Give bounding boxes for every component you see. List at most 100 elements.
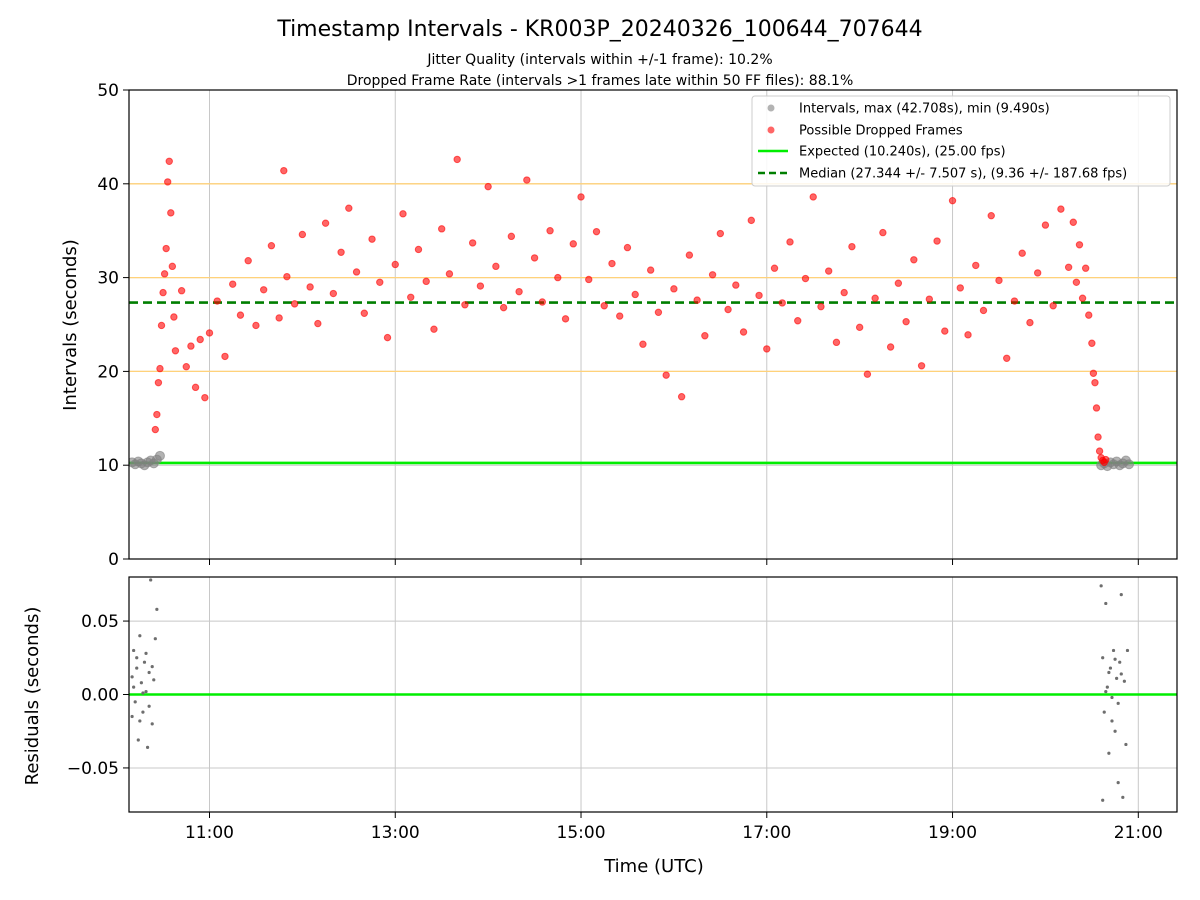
dropped-frame-point <box>159 288 167 297</box>
residual-point <box>139 681 143 685</box>
dropped-frame-point <box>1057 205 1065 213</box>
residual-point <box>133 700 137 704</box>
residual-point <box>141 691 145 695</box>
dropped-frame-point <box>941 327 949 335</box>
dropped-frame-point <box>290 300 299 308</box>
dropped-frame-point <box>786 238 794 246</box>
dropped-frame-point <box>244 257 252 265</box>
dropped-frame-point <box>801 274 810 283</box>
dropped-frame-point <box>832 338 841 347</box>
dropped-frame-point <box>608 259 616 268</box>
dropped-frame-point <box>399 210 407 218</box>
residual-point <box>147 670 151 675</box>
dropped-frame-point <box>561 315 570 323</box>
dropped-frame-point <box>368 235 376 243</box>
dropped-frame-point <box>902 317 910 326</box>
dropped-frame-point <box>677 393 686 401</box>
chart-subtitle-jitter: Jitter Quality (intervals within +/-1 fr… <box>426 52 772 68</box>
dropped-frame-point <box>187 342 195 350</box>
residual-point <box>145 745 150 749</box>
x-tick-label: 17:00 <box>742 823 791 843</box>
dropped-frame-point <box>1102 455 1110 464</box>
x-tick-label: 15:00 <box>557 823 606 843</box>
residual-point <box>1110 719 1114 723</box>
y-tick-label: 0 <box>108 550 119 570</box>
dropped-frame-point <box>259 286 268 294</box>
dropped-frame-point <box>476 282 485 290</box>
dropped-frame-point <box>236 311 245 319</box>
dropped-frame-point <box>546 227 554 235</box>
dropped-frame-point <box>1088 339 1096 347</box>
dropped-frame-point <box>654 308 663 317</box>
y-tick-label: −0.05 <box>67 759 119 779</box>
chart-subtitle-dropped: Dropped Frame Rate (intervals >1 frames … <box>347 73 854 89</box>
dropped-frame-point <box>1026 318 1034 327</box>
residual-point <box>144 689 148 694</box>
dropped-frame-point <box>156 364 164 373</box>
dropped-frame-point <box>229 280 237 288</box>
residual-point <box>132 648 136 653</box>
intervals-y-axis-label: Intervals (seconds) <box>60 239 81 411</box>
dropped-frame-point <box>538 298 547 306</box>
dropped-frame-point <box>917 362 926 370</box>
dropped-frame-point <box>168 262 177 271</box>
dropped-frame-point <box>817 302 825 311</box>
residual-point <box>1115 676 1119 680</box>
dropped-frame-point <box>1078 294 1087 302</box>
dropped-frame-point <box>201 393 209 402</box>
y-tick-label: 50 <box>97 81 119 101</box>
residual-point <box>1118 660 1122 664</box>
dropped-frame-point <box>685 251 694 259</box>
dropped-frame-point <box>1003 354 1011 362</box>
dropped-frame-point <box>391 260 399 269</box>
residual-point <box>1108 666 1113 670</box>
axes-frame <box>128 89 1178 560</box>
dropped-frame-point <box>352 268 361 276</box>
dropped-frame-point <box>1094 433 1102 441</box>
dropped-frame-point <box>701 332 709 340</box>
dropped-frame-point <box>1069 218 1077 226</box>
dropped-frame-point <box>1091 378 1099 387</box>
residual-point <box>1122 679 1126 683</box>
dropped-frame-point <box>855 323 864 332</box>
dropped-frame-point <box>306 283 314 291</box>
dropped-frame-point <box>972 261 980 270</box>
dropped-frame-point <box>430 325 438 333</box>
dropped-frame-point <box>910 256 918 264</box>
dropped-frame-point <box>925 295 934 303</box>
dropped-frame-point <box>151 425 160 434</box>
residual-point <box>155 607 159 611</box>
dropped-frame-point <box>321 219 330 227</box>
dropped-frame-point <box>964 331 972 339</box>
dropped-frame-point <box>177 287 186 295</box>
residual-point <box>1102 710 1106 714</box>
dropped-frame-point <box>693 296 701 304</box>
dropped-frame-point <box>1033 269 1042 277</box>
dropped-frame-point <box>1085 311 1093 319</box>
dropped-frame-point <box>221 352 229 361</box>
residual-point <box>1113 657 1117 661</box>
residual-point <box>142 660 147 664</box>
dropped-frame-point <box>160 270 169 278</box>
dropped-frame-point <box>407 293 415 301</box>
residual-point <box>130 675 134 679</box>
dropped-frame-point <box>879 228 887 237</box>
residual-point <box>1104 689 1108 694</box>
dropped-frame-point <box>809 193 817 201</box>
dropped-frame-point <box>662 371 670 379</box>
dropped-frame-point <box>468 239 477 247</box>
dropped-frame-point <box>329 289 338 298</box>
dropped-frame-point <box>569 240 577 248</box>
dropped-frame-point <box>422 277 430 286</box>
dropped-frame-point <box>871 294 879 302</box>
dropped-frame-point <box>1018 249 1026 257</box>
dropped-frame-point <box>523 176 531 184</box>
residual-point <box>1101 656 1105 660</box>
dropped-frame-point <box>639 340 647 348</box>
dropped-frame-point <box>484 182 492 191</box>
dropped-frame-point <box>778 299 786 307</box>
residual-point <box>1107 670 1111 675</box>
dropped-frame-point <box>794 317 802 325</box>
residual-point <box>141 710 145 714</box>
